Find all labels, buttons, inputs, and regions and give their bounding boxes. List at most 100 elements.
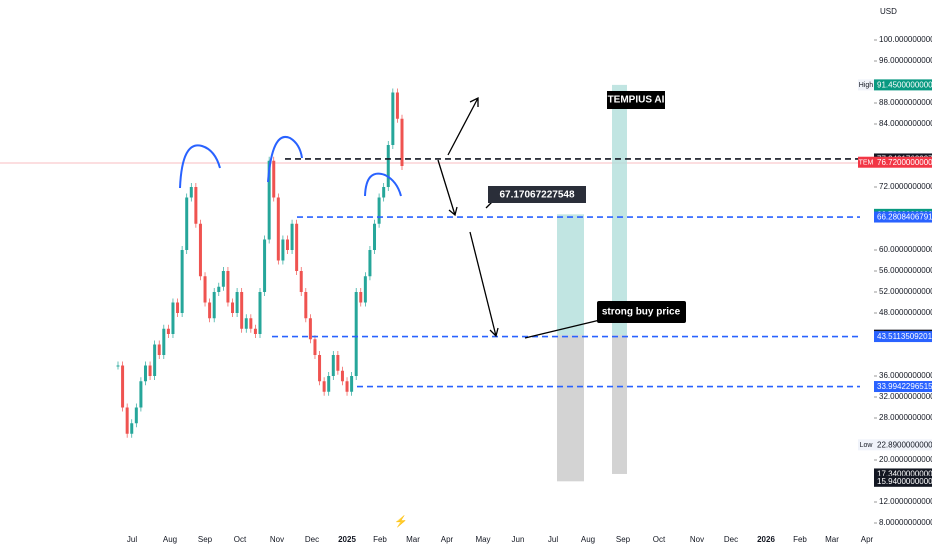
candle [391, 92, 395, 145]
candle [125, 407, 129, 434]
badge-tag [858, 439, 874, 451]
time-label: Jul [127, 535, 137, 544]
candle [272, 160, 276, 198]
candle [162, 328, 166, 355]
time-label: Feb [373, 535, 387, 544]
candle [377, 197, 381, 224]
price-label: 8.000000000000 [879, 518, 932, 527]
badge-tag-text: High [859, 82, 874, 89]
label-box [488, 186, 586, 203]
zone [557, 214, 584, 336]
price-label: 20.00000000000 [879, 455, 932, 464]
candle [331, 355, 335, 376]
pointer [524, 319, 601, 339]
time-label: Mar [406, 535, 420, 544]
time-label: Nov [270, 535, 284, 544]
time-label: Dec [305, 535, 319, 544]
time-label: 2025 [338, 535, 356, 544]
candle [345, 381, 349, 392]
time-label: May [475, 535, 490, 544]
candle [295, 223, 299, 271]
price-badge-text: 76.72000000000 [877, 158, 932, 167]
price-badge-text: 43.51135092013 [877, 332, 932, 341]
candle [373, 223, 377, 250]
candle [304, 292, 308, 319]
candle [198, 223, 202, 277]
arrow [437, 159, 458, 217]
candle [263, 239, 267, 292]
candle [322, 381, 326, 392]
candle [363, 276, 367, 303]
candle [395, 92, 399, 119]
candle [148, 365, 152, 376]
price-badge-text: 17.34000000000 [877, 470, 932, 479]
time-label: Oct [234, 535, 247, 544]
candle [166, 328, 170, 334]
candle [276, 197, 280, 261]
price-badge-text: 66.28084067913 [877, 213, 932, 222]
candle [249, 318, 253, 329]
target-label: 67.17067227548 [499, 190, 575, 201]
price-label: 32.00000000000 [879, 392, 932, 401]
candle [386, 145, 390, 187]
price-label: 12.00000000000 [879, 497, 932, 506]
price-label: 36.00000000000 [879, 371, 932, 380]
label-box [607, 91, 665, 109]
candle [359, 292, 363, 303]
candle [203, 276, 207, 303]
time-label: Sep [616, 535, 631, 544]
candle [208, 302, 212, 319]
candle [180, 250, 184, 313]
arc [364, 172, 402, 197]
time-label: Jul [548, 535, 558, 544]
price-badge-text: 22.89000000000 [877, 440, 932, 449]
candle [176, 302, 180, 313]
price-label: 72.00000000000 [879, 182, 932, 191]
badge-tag [858, 79, 874, 91]
candle [194, 187, 198, 224]
price-badge-text: 91.45000000000 [877, 80, 932, 89]
price-badge [874, 381, 932, 393]
arrow [469, 231, 499, 338]
candle [231, 302, 235, 313]
time-label: Apr [441, 535, 454, 544]
price-label: 28.00000000000 [879, 413, 932, 422]
time-label: Nov [690, 535, 704, 544]
candle [121, 365, 125, 408]
zone [612, 335, 627, 474]
time-label: Mar [825, 535, 839, 544]
price-badge-text: 33.99422965158 [877, 382, 932, 391]
candle [290, 223, 294, 250]
candle [308, 318, 312, 340]
price-label: 88.00000000000 [879, 98, 932, 107]
candle [281, 239, 285, 261]
time-label: 2026 [757, 535, 775, 544]
hand-drawn-arcs [179, 135, 402, 197]
candle [185, 197, 189, 250]
price-label: 56.00000000000 [879, 266, 932, 275]
price-label: 100.0000000000 [879, 35, 932, 44]
event-icon[interactable]: ⚡ [394, 515, 408, 528]
candle [327, 376, 331, 392]
candle [299, 271, 303, 292]
candle [189, 187, 193, 198]
price-badge [874, 468, 932, 480]
arc [267, 135, 303, 183]
currency[interactable]: USD [880, 7, 897, 16]
candle [253, 328, 257, 334]
time-label: Aug [581, 535, 595, 544]
candle [130, 423, 134, 434]
candle [157, 344, 161, 355]
candle [212, 292, 216, 319]
price-badge [874, 439, 932, 451]
candle [350, 376, 354, 392]
candle [217, 286, 221, 292]
time-label: Aug [163, 535, 177, 544]
candle [340, 370, 344, 382]
price-label: 96.00000000000 [879, 56, 932, 65]
candle [318, 355, 322, 382]
price-badge [874, 475, 932, 487]
candle [221, 271, 225, 287]
